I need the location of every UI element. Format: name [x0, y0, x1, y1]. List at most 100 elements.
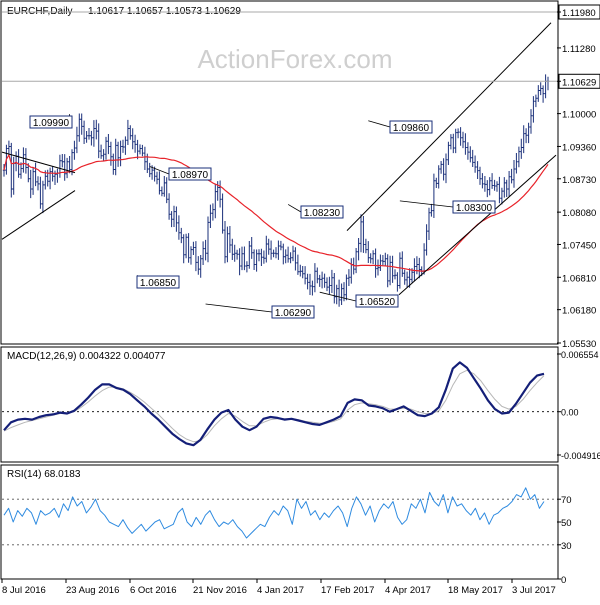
- ohlc-bar: [376, 259, 380, 276]
- ohlc-bar: [396, 272, 399, 292]
- ohlc-bar: [512, 160, 516, 188]
- ohlc-bars: [2, 74, 550, 307]
- ohlc-bar: [466, 142, 470, 160]
- ohlc-bar: [199, 255, 202, 278]
- ohlc-bar: [172, 205, 176, 227]
- ohlc-bar: [469, 146, 472, 163]
- ohlc-bar: [121, 139, 125, 153]
- ohlc-bar: [318, 274, 321, 287]
- ohlc-bar: [24, 148, 28, 174]
- triangle-lower-line: [1, 190, 76, 240]
- annotation-label: 1.06850: [140, 278, 177, 289]
- ohlc-bar: [413, 258, 416, 282]
- ohlc-bar: [73, 140, 76, 160]
- ohlc-bar: [158, 171, 161, 195]
- watermark-text: ActionForex.com: [197, 44, 392, 74]
- ohlc-bar: [364, 238, 368, 254]
- x-tick-label: 3 Jul 2017: [512, 585, 556, 596]
- price-tick-label: 1.10629: [562, 77, 596, 88]
- annotation-leader: [287, 204, 302, 213]
- ohlc-bar: [456, 128, 460, 139]
- ohlc-bar: [75, 126, 79, 154]
- ohlc-bar: [534, 94, 538, 108]
- price-tick-label: 1.06180: [562, 306, 596, 317]
- ohlc-bar: [95, 119, 98, 140]
- price-tick-label: 1.07450: [562, 240, 596, 251]
- ohlc-bar: [379, 254, 382, 271]
- ohlc-bar: [255, 249, 258, 272]
- ohlc-bar: [459, 127, 462, 146]
- annotation-label: 1.09990: [33, 118, 70, 129]
- ohlc-bar: [197, 256, 200, 275]
- ohlc-bar: [68, 156, 71, 174]
- ohlc-bar: [369, 253, 372, 264]
- ohlc-bar: [316, 267, 319, 284]
- ohlc-bar: [262, 250, 266, 264]
- ohlc-bar: [359, 214, 363, 253]
- ohlc-bar: [240, 246, 244, 271]
- triangle-upper-line: [1, 151, 76, 174]
- ohlc-bar: [214, 183, 217, 219]
- annotation-box: [452, 200, 496, 214]
- ohlc-bar: [333, 273, 336, 304]
- annotations: 1.09990 1.08970 1.06850 1.06290 1.08230 1.065…: [29, 114, 496, 319]
- rsi-title: RSI(14) 68.0183: [7, 469, 81, 480]
- ohlc-bar: [323, 273, 326, 288]
- ohlc-bar: [325, 277, 329, 292]
- annotation-leader: [149, 166, 170, 175]
- ohlc-bar: [432, 173, 436, 218]
- macd-line: [3, 361, 545, 447]
- x-tick-label: 4 Jan 2017: [257, 585, 304, 596]
- ohlc-bar: [211, 203, 215, 221]
- ohlc-bar: [357, 238, 360, 261]
- x-tick-label: 8 Jul 2016: [2, 585, 46, 596]
- ohlc-bar: [539, 82, 542, 96]
- ohlc-bar: [435, 177, 438, 188]
- ohlc-bar: [165, 177, 168, 204]
- ohlc-bar: [532, 96, 535, 123]
- ohlc-bar: [522, 125, 525, 154]
- ohlc-bar: [19, 162, 23, 179]
- ohlc-bar: [119, 140, 122, 167]
- x-tick-label: 6 Oct 2016: [130, 585, 176, 596]
- ohlc-bar: [503, 177, 506, 198]
- ohlc-bar: [31, 167, 35, 195]
- ohlc-bar: [63, 154, 66, 181]
- ohlc-bar: [473, 155, 477, 173]
- ohlc-bar: [308, 273, 312, 295]
- ohlc-bar: [233, 244, 236, 262]
- ohlc-bar: [29, 169, 32, 199]
- ohlc-bar: [439, 161, 443, 174]
- ohlc-bar: [537, 85, 540, 102]
- annotation-label: 1.08300: [456, 203, 493, 214]
- ohlc-bar: [153, 166, 156, 182]
- ohlc-bar: [97, 123, 100, 159]
- ohlc-bar: [78, 113, 81, 142]
- ohlc-bar: [182, 234, 185, 264]
- ohlc-bar: [289, 252, 292, 264]
- ohlc-bar: [274, 247, 278, 259]
- ohlc-bar: [320, 271, 324, 289]
- ohlc-bar: [449, 134, 453, 150]
- x-tick-label: 17 Feb 2017: [321, 585, 374, 596]
- ohlc-bar: [194, 241, 198, 272]
- ohlc-bar: [408, 268, 411, 288]
- ohlc-bar: [36, 176, 40, 191]
- ohlc-bar: [41, 180, 45, 214]
- price-tick-label: 1.08730: [562, 175, 596, 186]
- ohlc-bar: [187, 233, 190, 263]
- ohlc-bar: [46, 169, 49, 187]
- ohlc-bar: [391, 255, 394, 283]
- ohlc-bar: [311, 280, 314, 296]
- x-tick-label: 21 Nov 2016: [193, 585, 247, 596]
- ohlc-bar: [209, 204, 212, 228]
- ohlc-bar: [495, 181, 499, 192]
- ohlc-bar: [277, 240, 280, 260]
- ohlc-bar: [347, 269, 351, 286]
- ohlc-bar: [248, 241, 251, 269]
- ohlc-bar: [82, 120, 86, 144]
- ohlc-bar: [490, 173, 494, 189]
- ohlc-bar: [388, 255, 392, 286]
- ohlc-bar: [141, 144, 144, 157]
- ohlc-bar: [136, 139, 139, 160]
